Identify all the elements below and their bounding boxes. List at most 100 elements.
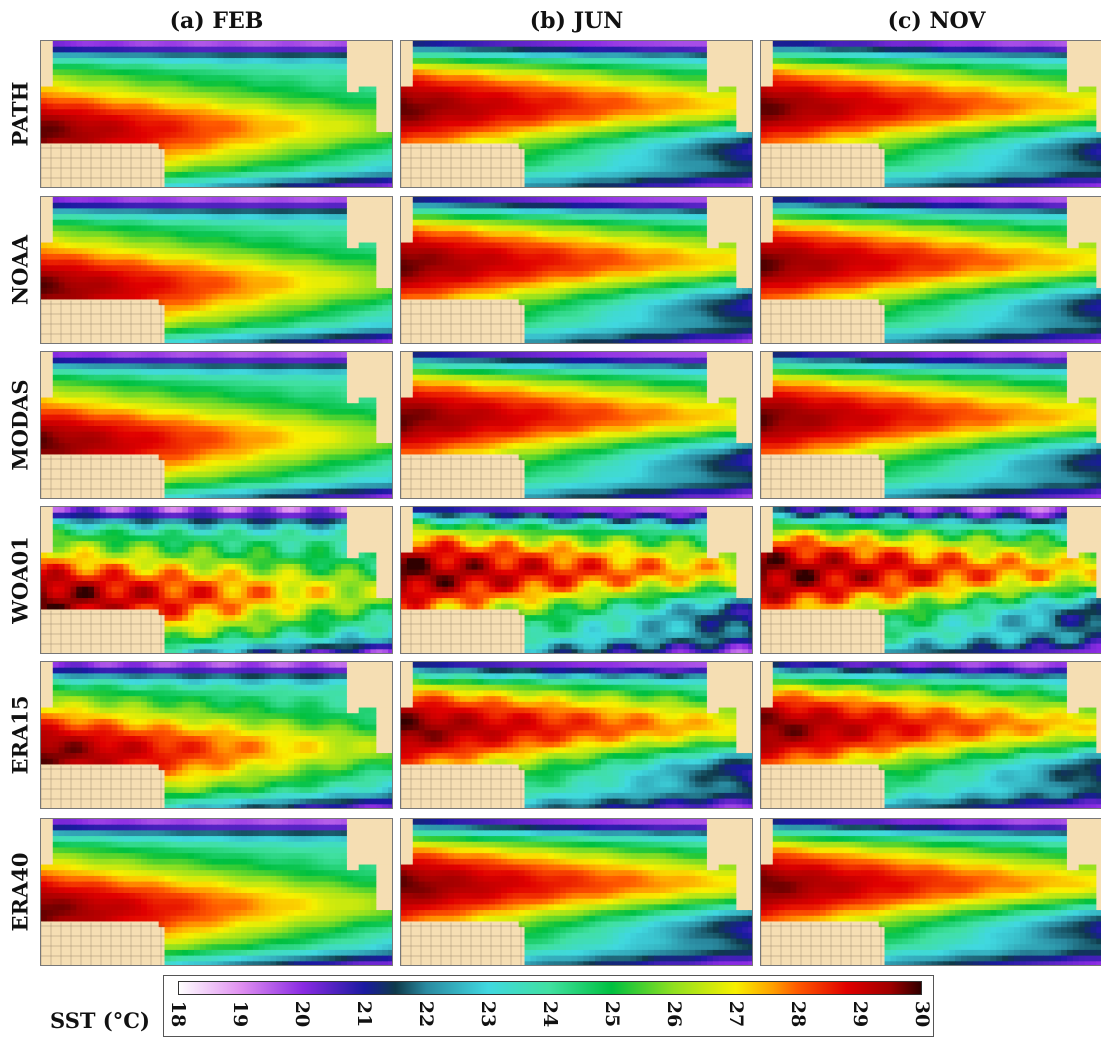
- sst-cell: [58, 109, 66, 116]
- sst-cell: [276, 52, 283, 59]
- land-cell: [790, 166, 797, 173]
- sst-cell: [819, 126, 827, 133]
- sst-cell: [442, 137, 449, 145]
- land-cell: [477, 160, 484, 167]
- sst-cell: [358, 109, 366, 116]
- sst-cell: [512, 132, 520, 139]
- sst-cell: [849, 92, 856, 99]
- sst-cell: [695, 80, 702, 88]
- sst-cell: [305, 137, 313, 145]
- sst-cell: [1002, 143, 1009, 150]
- sst-cell: [583, 115, 590, 122]
- sst-cell: [595, 149, 602, 156]
- sst-cell: [276, 46, 283, 53]
- sst-cell: [158, 197, 166, 204]
- sst-cell: [1025, 160, 1033, 167]
- land-cell: [424, 166, 432, 173]
- sst-cell: [1019, 143, 1027, 150]
- sst-cell: [99, 103, 107, 110]
- sst-cell: [919, 52, 927, 59]
- sst-cell: [624, 63, 632, 71]
- land-cell: [772, 171, 780, 179]
- land-cell: [41, 41, 48, 48]
- sst-cell: [937, 166, 944, 173]
- sst-cell: [305, 126, 313, 133]
- sst-cell: [724, 132, 732, 139]
- land-cell: [748, 52, 752, 59]
- land-cell: [477, 143, 484, 150]
- land-cell: [761, 166, 768, 173]
- land-cell: [448, 177, 455, 184]
- sst-cell: [712, 132, 720, 139]
- land-cell: [1096, 103, 1101, 110]
- sst-cell: [565, 132, 573, 139]
- sst-cell: [270, 80, 277, 88]
- sst-cell: [718, 86, 726, 93]
- sst-cell: [778, 58, 786, 65]
- sst-cell: [931, 109, 939, 116]
- land-cell: [382, 214, 389, 221]
- sst-cell: [205, 115, 213, 122]
- sst-cell: [288, 143, 295, 150]
- sst-cell: [1055, 103, 1062, 110]
- sst-cell: [276, 58, 283, 65]
- sst-cell: [931, 154, 939, 162]
- sst-cell: [164, 92, 172, 99]
- sst-cell: [861, 69, 868, 76]
- land-cell: [748, 97, 752, 105]
- sst-cell: [908, 41, 915, 48]
- sst-cell: [299, 120, 307, 127]
- sst-cell: [135, 103, 142, 110]
- land-cell: [1096, 75, 1101, 82]
- sst-cell: [636, 86, 643, 93]
- sst-cell: [831, 132, 839, 139]
- sst-cell: [636, 69, 643, 76]
- land-cell: [736, 92, 743, 99]
- land-cell: [766, 80, 774, 88]
- land-cell: [1096, 109, 1101, 116]
- land-cell: [364, 63, 372, 71]
- land-cell: [489, 166, 496, 173]
- sst-cell: [258, 183, 266, 187]
- land-cell: [146, 171, 154, 179]
- sst-cell: [972, 120, 980, 127]
- sst-cell: [890, 86, 897, 93]
- sst-cell: [671, 103, 679, 110]
- sst-cell: [1055, 126, 1062, 133]
- sst-cell: [364, 160, 372, 167]
- sst-cell: [919, 171, 927, 179]
- land-cell: [718, 58, 726, 65]
- land-cell: [430, 171, 437, 179]
- sst-cell: [966, 86, 974, 93]
- sst-cell: [937, 137, 944, 145]
- land-cell: [370, 75, 377, 82]
- sst-cell: [352, 132, 360, 139]
- sst-cell: [890, 75, 897, 82]
- land-cell: [459, 166, 467, 173]
- sst-cell: [82, 197, 89, 204]
- land-cell: [766, 75, 774, 82]
- land-cell: [1078, 75, 1086, 82]
- sst-cell: [571, 143, 579, 150]
- sst-cell: [223, 120, 230, 127]
- sst-cell: [671, 69, 679, 76]
- sst-cell: [595, 166, 602, 173]
- sst-cell: [252, 137, 260, 145]
- sst-cell: [70, 97, 77, 105]
- land-cell: [88, 183, 95, 187]
- sst-cell: [1090, 120, 1097, 127]
- sst-cell: [76, 126, 83, 133]
- sst-cell: [542, 120, 549, 127]
- sst-cell: [1055, 154, 1062, 162]
- land-cell: [430, 166, 437, 173]
- sst-cell: [229, 149, 236, 156]
- sst-cell: [890, 126, 897, 133]
- sst-cell: [618, 137, 626, 145]
- sst-cell: [152, 52, 160, 59]
- sst-cell: [152, 46, 160, 53]
- sst-cell: [802, 103, 809, 110]
- sst-cell: [808, 97, 815, 105]
- sst-cell: [831, 46, 839, 53]
- sst-cell: [677, 120, 684, 127]
- sst-cell: [176, 97, 183, 105]
